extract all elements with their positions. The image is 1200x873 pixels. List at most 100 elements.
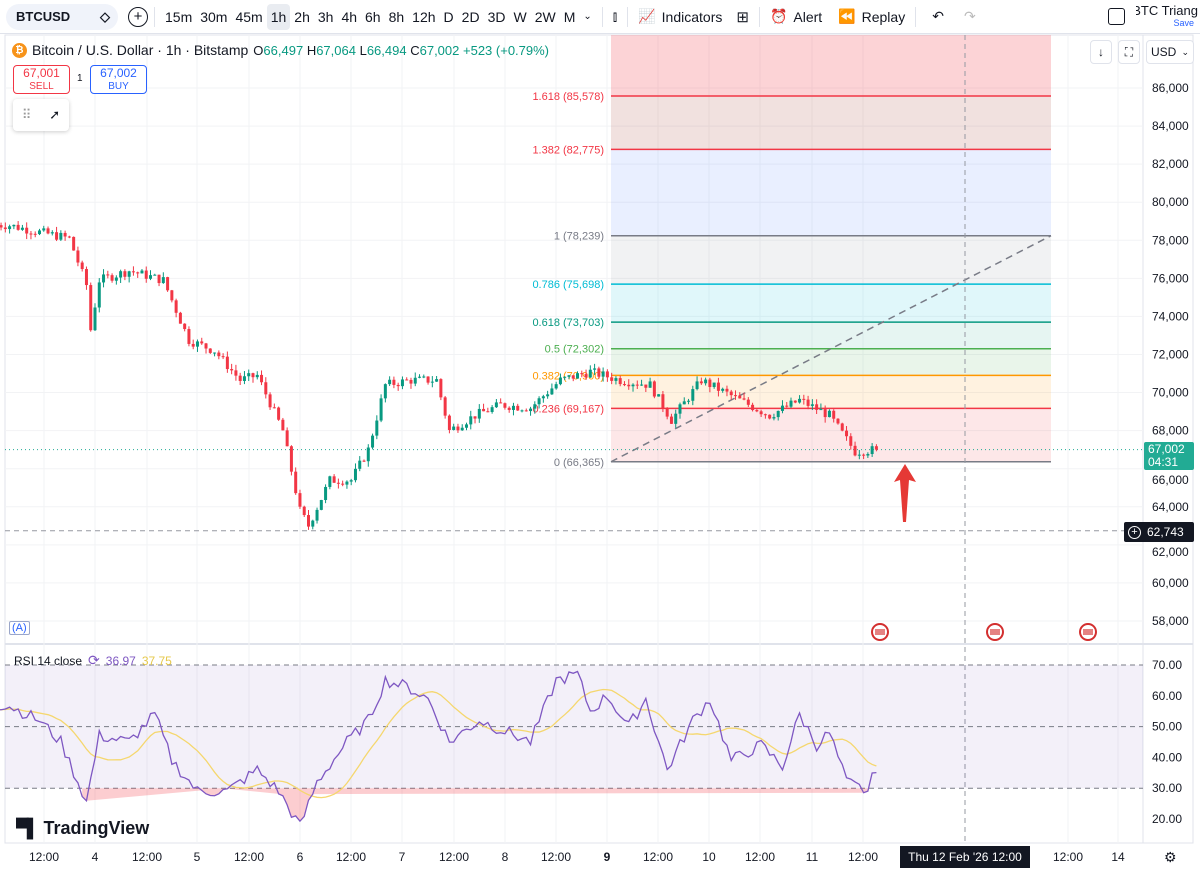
interval-2D[interactable]: 2D [461,8,480,25]
templates-icon[interactable]: ⊞ [736,8,749,26]
candle-body [520,410,524,412]
time-tick: 12:00 [642,850,674,864]
candle-body [349,480,353,482]
fib-zone [611,375,1051,409]
interval-2h[interactable]: 2h [294,8,310,25]
buy-button[interactable]: 67,002 BUY [90,65,147,94]
candle-body [25,227,29,234]
chevron-down-icon[interactable]: ⌄ [583,11,592,22]
candle-body [366,447,370,462]
fib-level-label: 0.786 (75,698) [532,279,604,291]
symbol-search[interactable]: BTCUSD ◇ [6,3,118,30]
undo-icon[interactable]: ↶ [932,8,944,24]
rsi-line [0,670,877,823]
interval-3D[interactable]: 3D [487,8,506,25]
cursor-icon[interactable]: ➚ [49,107,61,122]
interval-45m[interactable]: 45m [235,8,263,25]
interval-W[interactable]: W [513,8,527,25]
time-tick: 12:00 [847,850,879,864]
candle-body [494,402,498,408]
candle-body [225,356,229,370]
candle-body [84,269,88,286]
candle-body [780,405,784,411]
candle-body [588,369,592,378]
fib-zone [611,408,1051,462]
layout-name[interactable]: BTC Triang Save [1136,5,1198,29]
interval-6h[interactable]: 6h [365,8,381,25]
settings-icon[interactable]: ⚙ [1164,849,1177,865]
candle-body [584,374,588,378]
candle-body [635,384,639,386]
tv-logo-icon: ▀▌ [16,818,39,838]
candle-body [507,407,511,410]
candle-body [63,232,67,237]
candle-body [435,379,439,382]
interval-15m[interactable]: 15m [165,8,193,25]
candle-body [332,476,336,483]
interval-D[interactable]: D [443,8,454,25]
candle-body [687,400,691,402]
candle-body [490,407,494,412]
candle-body [268,394,272,408]
candle-body [874,446,878,450]
candle-body [59,232,63,240]
candle-body [204,343,208,349]
order-quantity[interactable]: 1 [77,73,83,84]
interval-1h[interactable]: 1h [266,3,291,30]
interval-M[interactable]: M [563,8,576,25]
interval-3h[interactable]: 3h [317,8,334,25]
candle-body [178,312,182,324]
alert-button[interactable]: ⏰ Alert [766,4,826,30]
time-tick: 12:00 [233,850,265,864]
candle-body [208,348,212,353]
layout-checkbox-icon[interactable] [1108,8,1125,25]
indicators-button[interactable]: 📈 Indicators [634,4,726,30]
auto-scale-button[interactable]: (A) [9,621,30,635]
candle-body [447,415,451,430]
candle-body [234,370,238,376]
save-label[interactable]: Save [1173,17,1194,28]
replay-button[interactable]: ⏪ Replay [834,4,909,30]
interval-12h[interactable]: 12h [412,8,436,25]
time-tick: 11 [805,850,819,864]
candle-body [558,377,562,385]
crosshair-price-badge: + 62,743 [1124,522,1194,542]
candle-body [3,227,7,230]
time-tick: 8 [501,850,509,864]
sell-button[interactable]: 67,001 SELL [13,65,70,94]
candle-body [738,395,742,399]
candle-body [486,411,490,413]
add-symbol-icon[interactable]: + [128,6,148,27]
currency-label: USD [1151,45,1177,59]
interval-8h[interactable]: 8h [388,8,405,25]
price-tick: 66,000 [1152,473,1189,487]
candle-body [422,376,426,378]
candle-body [238,375,242,381]
fullscreen-icon[interactable]: ⛶ [1118,40,1140,64]
interval-2W[interactable]: 2W [534,8,556,25]
add-alert-icon[interactable]: + [1128,525,1141,539]
candles-icon[interactable]: ⫾ [612,8,618,24]
fib-level-label: 0 (66,365) [554,457,604,469]
alert-label: Alert [793,8,823,25]
drag-handle-icon[interactable]: ⠿ [21,107,32,122]
candle-body [657,394,661,397]
current-price-badge: 67,002 04:31 [1144,442,1194,470]
diamond-icon[interactable]: ◇ [100,8,110,24]
price-tick: 60,000 [1152,576,1189,590]
fib-zone [611,284,1051,323]
candle-body [102,274,106,283]
candle-body [580,373,584,375]
candle-body [652,381,656,397]
fib-zone [611,235,1051,285]
candle-body [12,224,16,227]
interval-4h[interactable]: 4h [341,8,358,25]
divider [915,6,917,27]
redo-icon[interactable]: ↷ [963,8,976,24]
sync-icon[interactable]: ⟳ [88,652,100,668]
interval-30m[interactable]: 30m [200,8,228,25]
tradingview-logo[interactable]: ▀▌ TradingView [16,818,149,839]
scroll-down-icon[interactable]: ↓ [1090,40,1112,64]
currency-select[interactable]: USD ⌄ [1146,40,1194,64]
